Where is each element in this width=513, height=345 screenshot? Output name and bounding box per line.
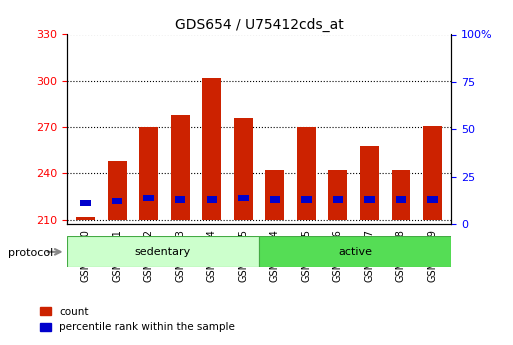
Text: sedentary: sedentary bbox=[135, 247, 191, 257]
Bar bbox=[238, 195, 248, 201]
Bar bbox=[234, 118, 253, 220]
Bar bbox=[297, 127, 316, 220]
Bar bbox=[76, 217, 95, 220]
Text: protocol: protocol bbox=[8, 248, 53, 257]
Bar bbox=[139, 127, 158, 220]
Bar bbox=[265, 170, 284, 220]
Bar bbox=[67, 236, 259, 267]
Bar bbox=[202, 78, 221, 220]
Title: GDS654 / U75412cds_at: GDS654 / U75412cds_at bbox=[175, 18, 343, 32]
Bar bbox=[207, 197, 217, 203]
Bar bbox=[108, 161, 127, 220]
Bar bbox=[427, 197, 438, 203]
Bar bbox=[171, 115, 190, 220]
Bar bbox=[259, 236, 451, 267]
Bar bbox=[423, 126, 442, 220]
Bar bbox=[81, 199, 91, 206]
Text: active: active bbox=[338, 247, 372, 257]
Bar bbox=[364, 197, 374, 203]
Bar bbox=[396, 197, 406, 203]
Bar bbox=[301, 197, 311, 203]
Legend: count, percentile rank within the sample: count, percentile rank within the sample bbox=[36, 303, 239, 336]
Bar bbox=[360, 146, 379, 220]
Bar bbox=[112, 198, 123, 204]
Bar bbox=[270, 197, 280, 203]
Bar bbox=[328, 170, 347, 220]
Bar bbox=[333, 197, 343, 203]
Bar bbox=[144, 195, 154, 201]
Bar bbox=[175, 197, 185, 203]
Bar bbox=[391, 170, 410, 220]
